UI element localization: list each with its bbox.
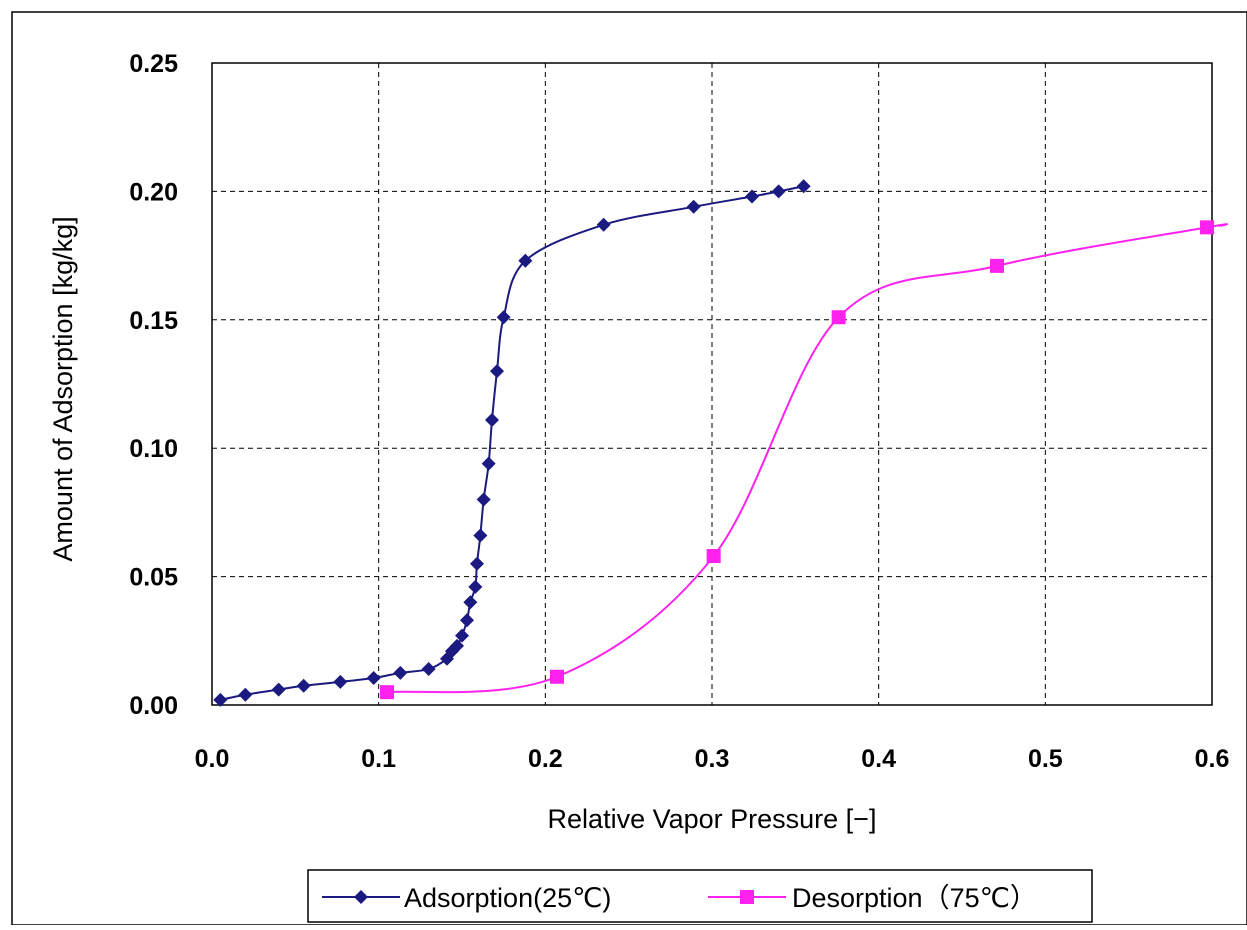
data-point-adsorption bbox=[796, 179, 811, 194]
data-point-desorption bbox=[831, 310, 846, 325]
data-point-adsorption bbox=[238, 687, 253, 702]
y-axis-title: Amount of Adsorption [kg/kg] bbox=[48, 216, 78, 561]
x-tick-label: 0.3 bbox=[695, 745, 730, 773]
data-point-adsorption bbox=[296, 678, 311, 693]
data-point-adsorption bbox=[485, 412, 499, 427]
legend-marker-adsorption bbox=[354, 890, 368, 904]
data-point-adsorption bbox=[596, 217, 611, 232]
legend-label-desorption: Desorption（75℃） bbox=[792, 883, 1037, 913]
legend-box bbox=[307, 869, 1093, 923]
data-point-desorption bbox=[706, 549, 721, 564]
data-point-adsorption bbox=[476, 492, 491, 507]
data-point-desorption bbox=[1200, 220, 1214, 235]
data-point-adsorption bbox=[450, 638, 464, 653]
data-point-adsorption bbox=[481, 456, 496, 471]
x-tick-label: 0.1 bbox=[361, 745, 396, 773]
data-point-desorption bbox=[550, 669, 564, 684]
data-point-adsorption bbox=[686, 199, 701, 214]
y-tick-label: 0.10 bbox=[129, 435, 178, 463]
grid-lines bbox=[212, 63, 1212, 705]
data-point-adsorption bbox=[518, 253, 533, 268]
x-tick-label: 0.5 bbox=[1028, 745, 1063, 773]
data-point-adsorption bbox=[455, 628, 469, 643]
data-point-adsorption bbox=[366, 671, 381, 686]
legend: Adsorption(25℃) Desorption（75℃） bbox=[307, 869, 1093, 923]
y-tick-label: 0.15 bbox=[129, 307, 178, 335]
data-point-adsorption bbox=[745, 189, 759, 204]
data-point-adsorption bbox=[460, 613, 474, 628]
data-point-desorption bbox=[380, 685, 394, 700]
tick-labels: 0.0 0.1 0.2 0.3 0.4 0.5 0.6 0.00 0.05 0.10 0.15 0.2… bbox=[129, 50, 1229, 773]
data-point-adsorption bbox=[333, 674, 348, 689]
y-tick-label: 0.25 bbox=[129, 50, 178, 78]
data-point-adsorption bbox=[473, 528, 488, 543]
x-tick-label: 0.6 bbox=[1195, 745, 1230, 773]
y-tick-label: 0.20 bbox=[129, 178, 178, 206]
legend-label-adsorption: Adsorption(25℃) bbox=[404, 883, 611, 913]
data-point-adsorption bbox=[421, 662, 436, 677]
series-layer bbox=[213, 179, 1229, 707]
data-point-adsorption bbox=[470, 556, 484, 571]
data-point-adsorption bbox=[463, 595, 478, 610]
x-tick-label: 0.0 bbox=[195, 745, 230, 773]
x-tick-label: 0.2 bbox=[528, 745, 563, 773]
legend-marker-desorption bbox=[740, 890, 754, 904]
x-axis-title: Relative Vapor Pressure [−] bbox=[548, 804, 877, 834]
data-point-adsorption bbox=[490, 364, 504, 379]
data-point-adsorption bbox=[468, 579, 483, 594]
x-tick-label: 0.4 bbox=[861, 745, 896, 773]
plot-area-border bbox=[211, 62, 1213, 706]
data-point-adsorption bbox=[771, 184, 786, 199]
chart-frame bbox=[11, 11, 1247, 926]
data-point-adsorption bbox=[213, 692, 228, 707]
data-point-adsorption bbox=[496, 310, 511, 325]
y-tick-label: 0.05 bbox=[129, 564, 178, 592]
data-point-adsorption bbox=[393, 665, 408, 680]
y-tick-label: 0.00 bbox=[129, 692, 178, 720]
data-point-desorption bbox=[990, 258, 1004, 273]
data-point-adsorption bbox=[271, 682, 286, 697]
